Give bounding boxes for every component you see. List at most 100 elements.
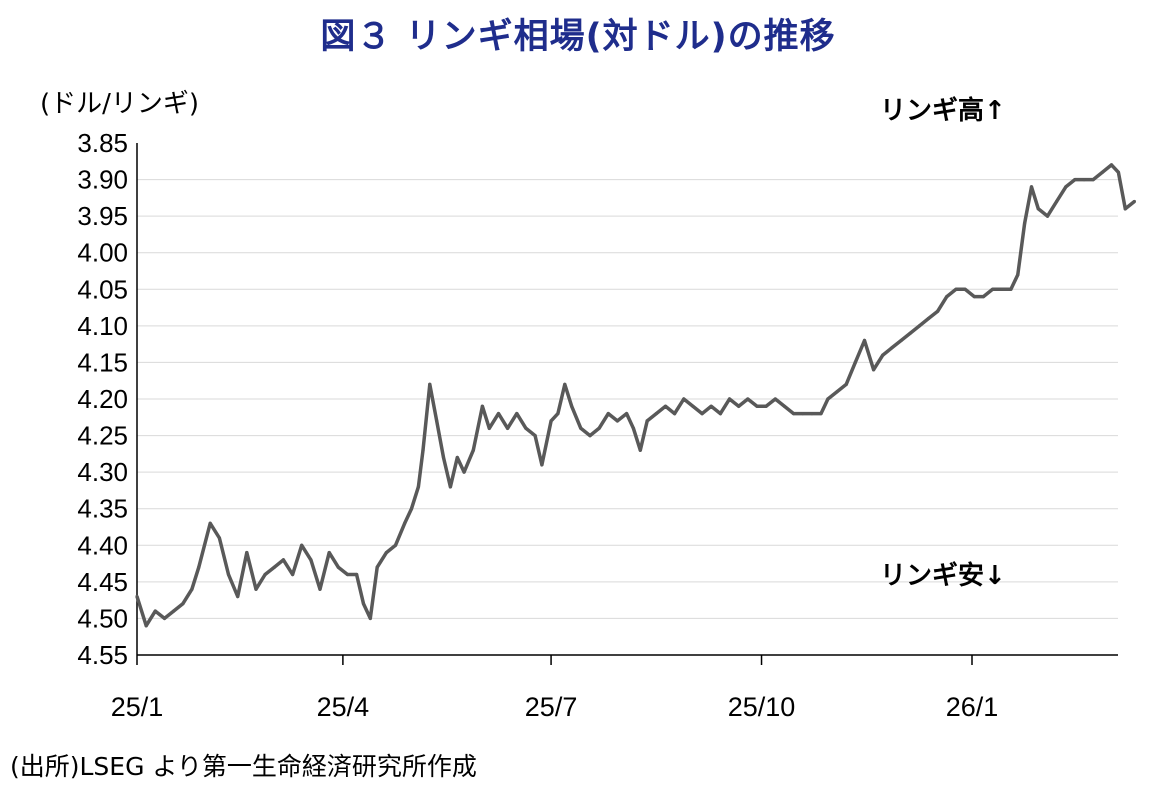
data-point	[991, 287, 995, 291]
data-point	[480, 404, 484, 408]
data-point	[682, 397, 686, 401]
data-point	[1055, 199, 1059, 204]
data-point	[563, 382, 567, 386]
data-point	[309, 558, 313, 562]
data-point	[515, 412, 519, 416]
data-point	[409, 507, 414, 511]
data-point	[1000, 287, 1004, 291]
data-point	[281, 558, 285, 562]
data-point	[1116, 170, 1120, 174]
y-axis-unit-label: (ドル/リンギ)	[40, 89, 200, 119]
data-point	[1023, 221, 1027, 226]
data-point	[540, 463, 544, 467]
data-point	[336, 565, 340, 569]
x-tick-label: 25/4	[317, 692, 370, 722]
data-point	[826, 397, 830, 401]
data-point	[135, 594, 139, 599]
data-point	[606, 412, 610, 416]
data-point	[746, 397, 750, 401]
data-point	[403, 521, 407, 525]
data-point	[1009, 287, 1013, 291]
data-point	[579, 426, 583, 430]
axes	[136, 143, 1118, 665]
data-point	[570, 404, 574, 408]
data-point	[421, 448, 425, 452]
data-point	[862, 338, 867, 343]
y-tick-label: 4.45	[77, 567, 128, 597]
data-point	[844, 382, 848, 386]
data-point	[435, 419, 439, 423]
gridlines	[137, 179, 1118, 619]
data-point	[217, 536, 221, 540]
data-point	[1123, 207, 1127, 211]
y-tick-label: 4.20	[77, 384, 128, 414]
data-point	[226, 572, 231, 577]
data-point	[487, 426, 491, 430]
data-point	[773, 397, 777, 401]
data-point	[645, 419, 649, 423]
data-point	[954, 287, 958, 291]
data-point	[853, 360, 857, 364]
data-point	[1100, 170, 1104, 174]
y-tick-label: 4.30	[77, 457, 128, 487]
data-point	[506, 426, 510, 430]
y-tick-label: 4.05	[77, 274, 128, 304]
data-point	[384, 551, 388, 555]
data-point	[368, 616, 372, 621]
data-point	[981, 295, 986, 299]
data-point	[263, 572, 267, 577]
y-tick-label: 4.35	[77, 494, 128, 524]
annotation-ringgit-down: リンギ安↓	[880, 561, 1006, 591]
x-tick-label: 25/10	[728, 692, 796, 722]
data-point	[416, 485, 420, 489]
data-point	[1045, 214, 1050, 218]
data-point	[393, 543, 398, 547]
data-point	[945, 295, 949, 299]
y-tick-label: 4.25	[77, 421, 128, 451]
data-point	[810, 412, 814, 416]
y-tick-label: 3.90	[77, 165, 128, 195]
data-point	[355, 572, 359, 577]
data-point	[782, 404, 787, 408]
data-point	[819, 412, 823, 416]
y-tick-label: 4.50	[77, 603, 128, 633]
data-point	[245, 551, 249, 555]
data-point	[1082, 178, 1086, 182]
data-point	[455, 455, 459, 460]
data-point	[496, 412, 501, 416]
data-point	[1109, 163, 1114, 167]
data-point	[1016, 273, 1020, 277]
data-point	[318, 587, 322, 591]
data-point	[926, 316, 931, 321]
data-point	[291, 572, 295, 577]
data-point	[899, 338, 903, 343]
data-point	[625, 412, 629, 416]
data-point	[1029, 185, 1034, 189]
data-point	[727, 397, 732, 401]
data-point	[549, 419, 553, 423]
data-point	[254, 587, 258, 591]
data-point	[917, 324, 922, 328]
chart-title: 図３ リンギ相場(対ドル)の推移	[320, 17, 836, 57]
data-point	[654, 412, 658, 416]
source-note: (出所)LSEG より第一生命経済研究所作成	[10, 752, 477, 781]
data-point	[764, 404, 768, 408]
data-point	[755, 404, 759, 408]
data-point	[448, 485, 452, 489]
data-point	[792, 412, 796, 416]
data-point	[361, 602, 366, 606]
data-point	[631, 426, 636, 430]
data-point	[197, 565, 201, 569]
data-point	[801, 412, 805, 416]
data-point	[462, 470, 466, 474]
data-point	[327, 551, 331, 555]
data-point	[890, 346, 894, 350]
data-point	[872, 368, 876, 372]
data-point	[272, 565, 276, 569]
data-point	[737, 404, 741, 408]
data-point	[881, 353, 885, 357]
data-point	[524, 426, 528, 430]
data-point	[936, 309, 940, 313]
data-point	[1036, 207, 1040, 211]
